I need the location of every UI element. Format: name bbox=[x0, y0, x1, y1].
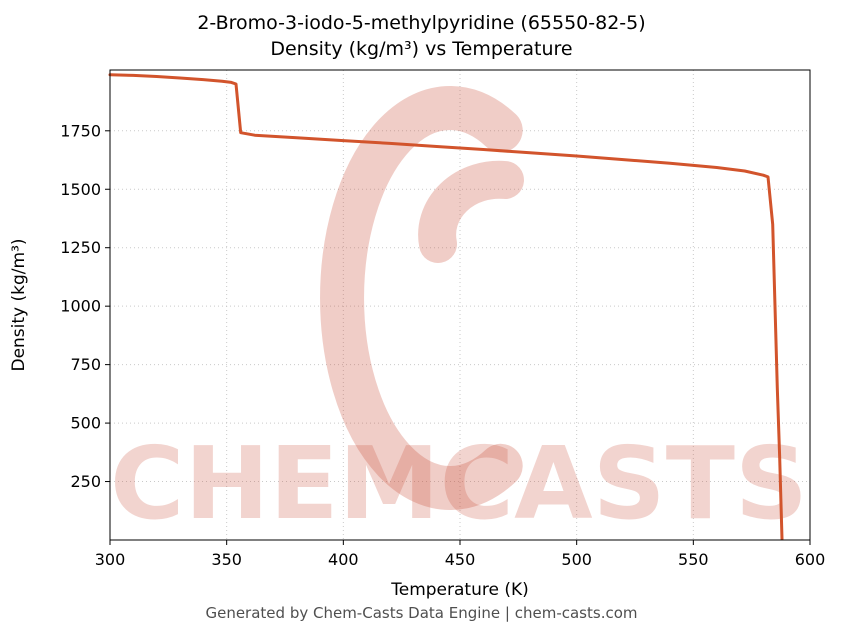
chart-title-line2: Density (kg/m³) vs Temperature bbox=[270, 38, 573, 60]
y-axis-label: Density (kg/m³) bbox=[9, 238, 29, 371]
footer-text: Generated by Chem-Casts Data Engine | ch… bbox=[205, 604, 638, 622]
x-axis-label: Temperature (K) bbox=[390, 580, 529, 600]
y-tick-label: 1750 bbox=[60, 121, 101, 140]
watermark-logo-icon bbox=[320, 86, 523, 510]
chart-title-line1: 2-Bromo-3-iodo-5-methylpyridine (65550-8… bbox=[197, 12, 646, 34]
y-tick-label: 500 bbox=[70, 414, 101, 433]
x-tick-label: 450 bbox=[445, 550, 476, 569]
plot-area: CHEMCASTS 300 350 400 450 500 550 600 250 500 750 1… bbox=[9, 69, 826, 600]
x-tick-label: 400 bbox=[328, 550, 359, 569]
x-tick-label: 500 bbox=[561, 550, 592, 569]
y-tick-label: 1500 bbox=[60, 180, 101, 199]
x-tick-label: 600 bbox=[795, 550, 826, 569]
watermark-text: CHEMCASTS bbox=[110, 425, 808, 542]
watermark-logo-curl-icon bbox=[418, 160, 524, 263]
chart-title: 2-Bromo-3-iodo-5-methylpyridine (65550-8… bbox=[0, 0, 843, 62]
y-tick-label: 750 bbox=[70, 355, 101, 374]
y-tick-label: 1250 bbox=[60, 238, 101, 257]
x-tick-label: 350 bbox=[211, 550, 242, 569]
x-tick-label: 300 bbox=[95, 550, 126, 569]
y-tick-label: 250 bbox=[70, 472, 101, 491]
y-tick-label: 1000 bbox=[60, 297, 101, 316]
data-line-density bbox=[108, 73, 784, 541]
x-tick-label: 550 bbox=[678, 550, 709, 569]
